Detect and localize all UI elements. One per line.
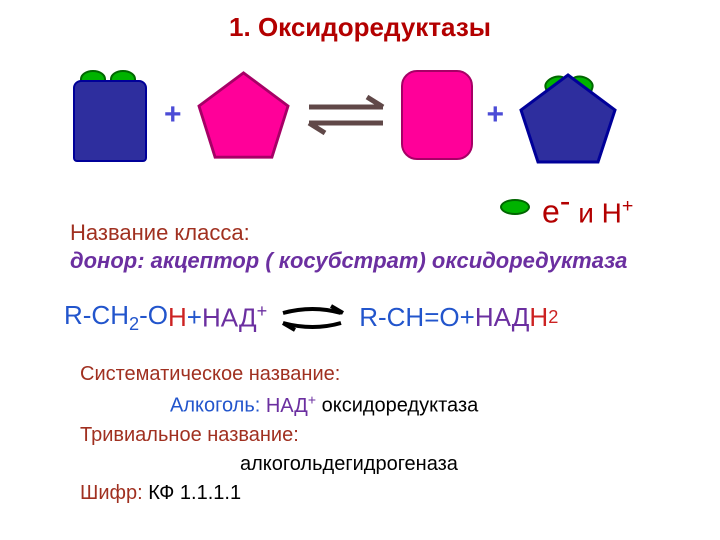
donor-body xyxy=(73,80,147,162)
pentagon-shape xyxy=(199,73,288,157)
class-name-pattern: донор: акцептор ( косубстрат) оксидореду… xyxy=(70,248,627,274)
reaction-diagram: + + xyxy=(70,60,660,170)
donor-shape xyxy=(70,68,150,163)
slide-title: 1. Оксидоредуктазы xyxy=(0,12,720,43)
systematic-name-label: Систематическое название: xyxy=(80,360,478,389)
plus-symbol: + xyxy=(487,98,505,132)
acceptor-pentagon xyxy=(196,70,291,160)
reaction-arrow-icon xyxy=(277,301,349,335)
class-name-block: Название класса: донор: акцептор ( косуб… xyxy=(70,220,627,274)
product-shape xyxy=(401,70,473,160)
plus-symbol: + xyxy=(164,98,182,132)
enzyme-code: Шифр: КФ 1.1.1.1 xyxy=(80,479,478,508)
reaction-equation: R-CH2-О Н + НАД+ R-CH=O + НАДН2 xyxy=(64,300,674,335)
definitions-block: Систематическое название: Алкоголь: НАД+… xyxy=(80,360,478,508)
reduced-acceptor-shape xyxy=(518,68,618,163)
reversible-arrow-icon xyxy=(301,90,391,140)
electron-pill-icon xyxy=(500,199,530,215)
class-name-label: Название класса: xyxy=(70,220,627,246)
systematic-name-value: Алкоголь: НАД+ оксидоредуктаза xyxy=(80,389,478,421)
pentagon-shape xyxy=(521,75,615,162)
trivial-name-value: алкогольдегидрогеназа xyxy=(80,450,478,479)
trivial-name-label: Тривиальное название: xyxy=(80,421,478,450)
